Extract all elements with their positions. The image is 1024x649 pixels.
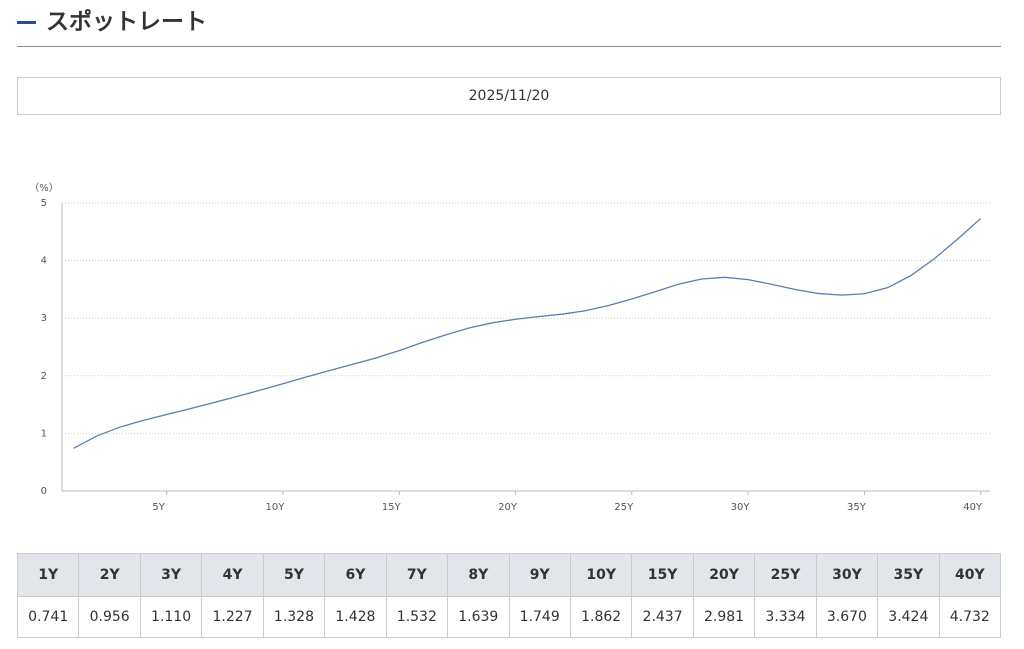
header-cell: 7Y (385, 553, 449, 597)
divider (17, 46, 1001, 47)
title-text: スポットレート (46, 9, 207, 35)
table-cell: 1.110 (139, 596, 203, 638)
x-tick-label: 10Y (266, 502, 286, 513)
header-cell: 15Y (631, 553, 694, 597)
table-cell: 3.334 (754, 596, 817, 638)
header-cell: 6Y (324, 553, 387, 597)
header-cell: 30Y (815, 553, 879, 597)
y-tick-label: 3 (41, 313, 47, 324)
table-row: 0.741 0.956 1.110 1.227 1.328 1.428 1.532 1.639… (16, 596, 1002, 638)
y-tick-label: 5 (41, 198, 47, 209)
header-cell: 10Y (569, 553, 633, 597)
table-cell: 3.424 (877, 596, 940, 638)
header-cell: 4Y (201, 553, 264, 597)
x-tick-label: 25Y (614, 502, 634, 513)
table-cell: 2.437 (631, 596, 694, 638)
header-row: 1Y 2Y 3Y 4Y 5Y 6Y 7Y 8Y 9Y 10Y 15Y 20Y 25Y 30Y 35Y 40Y (16, 553, 1002, 597)
table-cell: 2.981 (692, 596, 756, 638)
table-cell: 4.732 (938, 596, 1002, 638)
header-cell: 5Y (262, 553, 326, 597)
header-cell: 35Y (877, 553, 940, 597)
header-cell: 1Y (16, 553, 80, 597)
rate-table: 1Y 2Y 3Y 4Y 5Y 6Y 7Y 8Y 9Y 10Y 15Y 20Y 25Y 30Y 35Y 40Y 0… (16, 553, 1002, 638)
table-cell: 1.532 (385, 596, 449, 638)
section-title: スポットレート (17, 2, 207, 36)
header-cell: 2Y (78, 553, 141, 597)
x-tick-label: 20Y (498, 502, 518, 513)
table-cell: 1.428 (324, 596, 387, 638)
header-cell: 9Y (508, 553, 571, 597)
table-cell: 1.749 (508, 596, 571, 638)
table-cell: 0.741 (16, 596, 80, 638)
x-tick-label: 35Y (847, 502, 867, 513)
y-tick-label: 1 (41, 428, 47, 439)
table-cell: 0.956 (78, 596, 141, 638)
y-tick-label: 2 (41, 371, 47, 382)
table-cell: 1.227 (201, 596, 264, 638)
x-tick-label: 40Y (963, 502, 983, 513)
y-axis-label: （%） (29, 182, 59, 194)
header-cell: 25Y (754, 553, 817, 597)
chart: （%） 0 1 2 3 4 5 5Y 10Y 15Y 20Y 25Y 30Y 35Y 40Y (29, 182, 990, 513)
header-cell: 8Y (447, 553, 510, 597)
header-cell: 40Y (938, 553, 1002, 597)
x-tick-label: 30Y (731, 502, 751, 513)
y-tick-label: 4 (41, 256, 47, 267)
table-cell: 3.670 (815, 596, 879, 638)
table-cell: 1.639 (447, 596, 510, 638)
table-body: 0.741 0.956 1.110 1.227 1.328 1.428 1.532 1.639… (16, 596, 1002, 638)
header-cell: 3Y (139, 553, 203, 597)
table-cell: 1.328 (262, 596, 326, 638)
rate-line (73, 217, 982, 449)
header-cell: 20Y (692, 553, 756, 597)
table-cell: 1.862 (569, 596, 633, 638)
title-dash (17, 21, 36, 24)
date-box: 2025/11/20 (17, 77, 1001, 115)
x-tick-label: 15Y (382, 502, 402, 513)
x-tick-label: 5Y (152, 502, 165, 513)
y-tick-label: 0 (41, 486, 47, 497)
